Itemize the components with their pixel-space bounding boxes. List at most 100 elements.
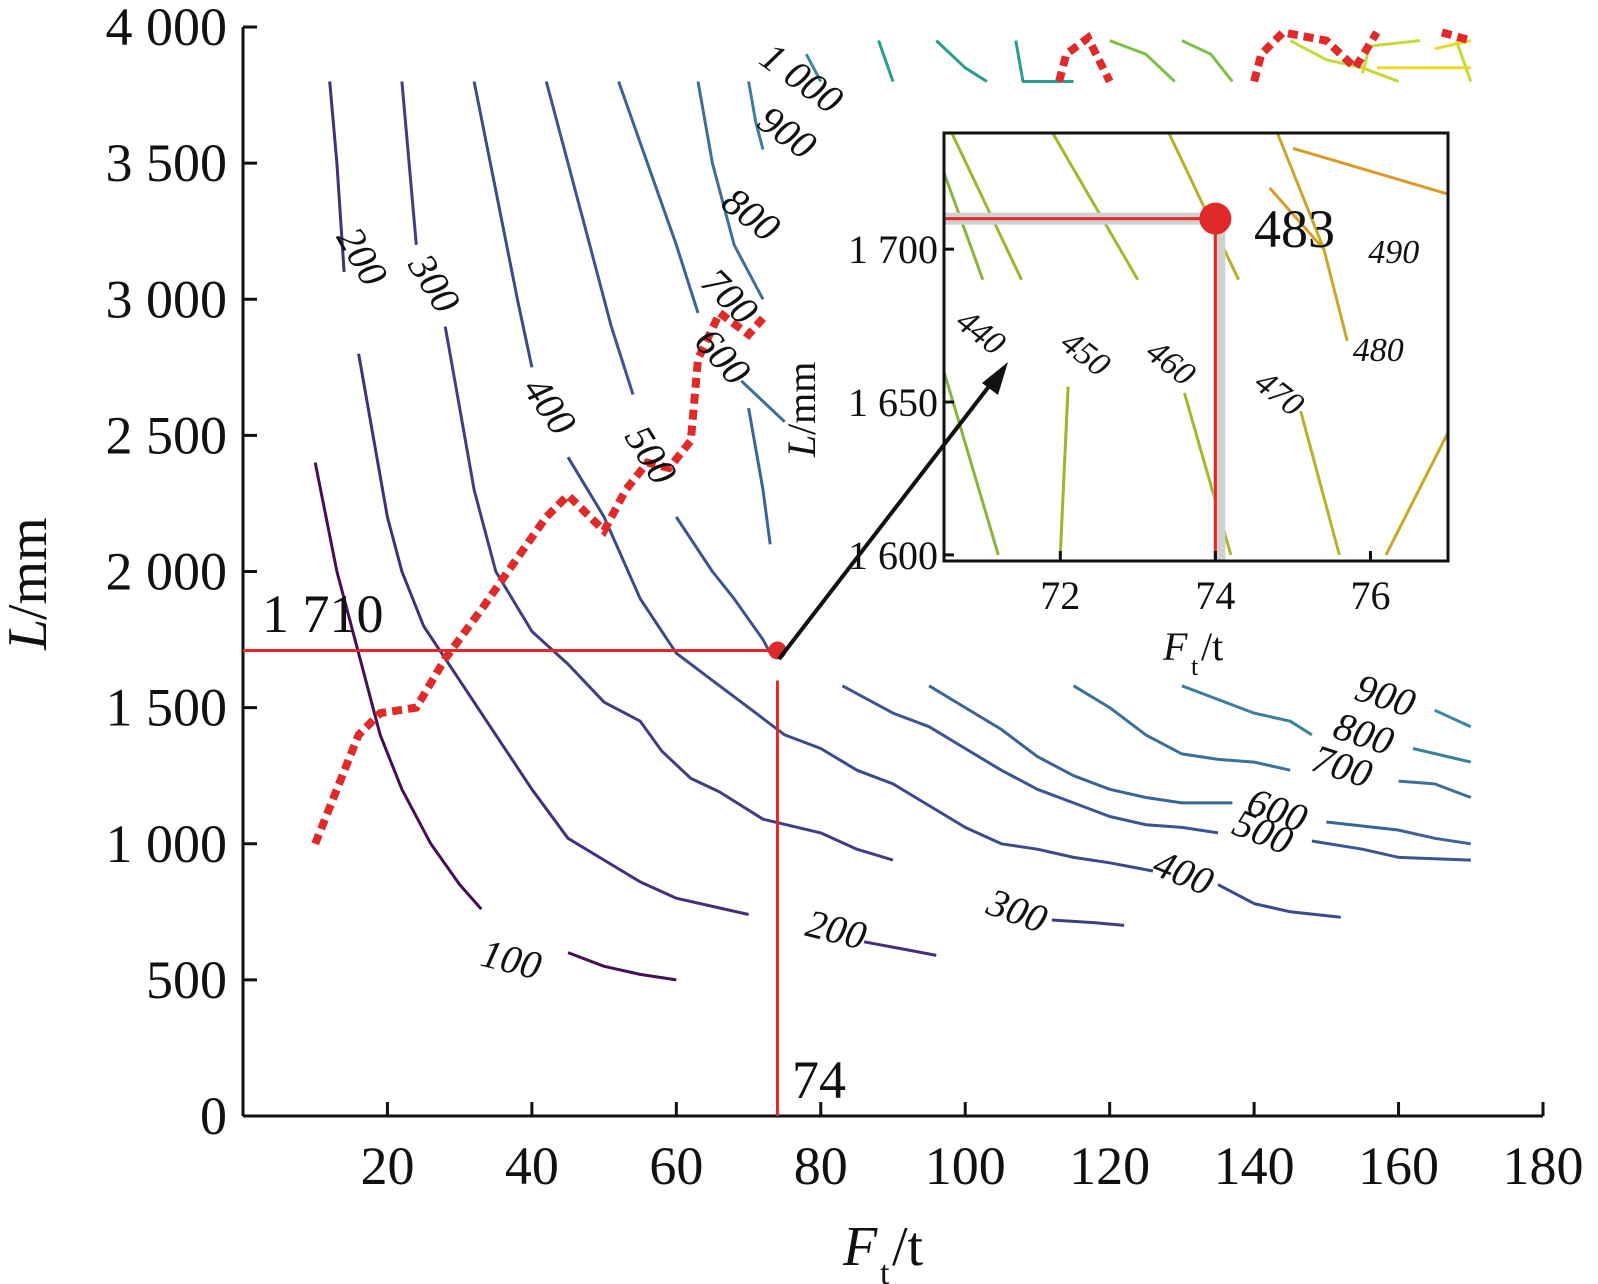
- contour-line-1200-0: [1289, 39, 1400, 83]
- zoom-arrow-head: [982, 362, 1008, 395]
- inset-contour-line-460-0: [1051, 132, 1140, 281]
- contour-label-100-0: 100: [477, 930, 546, 988]
- x-tick-label-120: 120: [1069, 1136, 1150, 1196]
- x-tick-label-80: 80: [794, 1136, 848, 1196]
- contour-label-400-6: 400: [514, 368, 585, 443]
- inset-y-tick-label-1600: 1 600: [848, 533, 938, 578]
- contour-line-300-1: [443, 326, 894, 862]
- contour-line-300-2: [1051, 918, 1125, 927]
- contour-line-400-2: [1217, 883, 1341, 919]
- inset-contour-label-490: 490: [1368, 234, 1419, 271]
- inset-optimum-point: [1199, 202, 1232, 235]
- inset-background: [944, 133, 1448, 561]
- inset-y-title-unit: /mm: [779, 362, 824, 435]
- inset-x-tick-label-72: 72: [1040, 573, 1080, 618]
- inset-axes: 72 74 76 1 600 1 650 1 700: [848, 227, 1390, 618]
- inset-contour-line-490-0: [1292, 146, 1449, 196]
- y-tick-label-2000: 2 000: [106, 542, 228, 602]
- y-tick-label-500: 500: [146, 950, 227, 1010]
- contour-label-400-5: 400: [1147, 840, 1219, 904]
- y-tick-label-3500: 3 500: [106, 133, 228, 193]
- contour-line-400-0: [472, 81, 534, 368]
- zoom-arrow: [777, 362, 1008, 661]
- contour-label-500-8: 500: [616, 417, 686, 492]
- y-tick-label-3000: 3 000: [106, 269, 228, 329]
- contour-line-100-0: [313, 462, 483, 911]
- x-tick-label-160: 160: [1358, 1136, 1439, 1196]
- main-axes: 20 40 60 80 100 120 140 160 180 0 500 1 000 1 500 2 0…: [106, 0, 1584, 1196]
- contour-line-1100-0: [1109, 39, 1176, 83]
- main-contour-lines: [313, 39, 1473, 982]
- contour-label-300-3: 300: [980, 879, 1053, 942]
- y-axis-title: L /mm: [0, 517, 59, 651]
- y-tick-label-1000: 1 000: [106, 814, 228, 874]
- inset-y-tick-label-1700: 1 700: [848, 227, 938, 272]
- contour-line-600-0: [617, 81, 700, 314]
- inset-x-tick-label-76: 76: [1350, 573, 1390, 618]
- inset-contour-line-480-1: [1384, 431, 1450, 556]
- contour-line-800-1: [1181, 684, 1313, 737]
- inset-contour-line-450-1: [1058, 386, 1070, 555]
- y-tick-label-2500: 2 500: [106, 405, 228, 465]
- inset-contour-line-470-0: [1167, 132, 1240, 281]
- optimal-path-segment-3: [1440, 28, 1472, 45]
- x-axis-title-unit: /t: [892, 1216, 924, 1278]
- contour-line-600-1: [747, 407, 772, 545]
- inset-y-title-var: L: [779, 435, 824, 458]
- optimal-path: [311, 28, 1472, 846]
- y-tick-label-0: 0: [200, 1086, 227, 1146]
- inset-y-axis-title: L /mm: [779, 362, 824, 458]
- contour-line-500-1: [675, 516, 772, 654]
- contour-line-1000-2: [1014, 40, 1074, 83]
- contour-line-500-0: [544, 81, 635, 395]
- optimal-path-segment-2: [1250, 28, 1381, 83]
- contour-label-800-14: 800: [714, 178, 789, 250]
- x-tick-label-20: 20: [360, 1136, 414, 1196]
- inset-contour-line-470-1: [1299, 410, 1341, 556]
- inset-x-tick-label-74: 74: [1195, 573, 1235, 618]
- contour-line-900-1: [1434, 708, 1472, 729]
- x-axis-title-sub: t: [880, 1255, 890, 1284]
- contour-label-200-2: 200: [328, 219, 397, 293]
- inset-contour-lines: [942, 132, 1450, 556]
- contour-line-200-1: [357, 353, 749, 916]
- x-tick-label-40: 40: [505, 1136, 559, 1196]
- contour-line-500-2: [841, 684, 1219, 835]
- inset-y-tick-label-1650: 1 650: [848, 380, 938, 425]
- x-tick-label-140: 140: [1214, 1136, 1295, 1196]
- contour-line-400-1: [566, 456, 1154, 873]
- inset-optimum-label: 483: [1254, 199, 1335, 259]
- contour-line-500-3: [1311, 839, 1471, 862]
- optimal-path-segment-1: [1055, 31, 1114, 84]
- x-tick-label-180: 180: [1503, 1136, 1584, 1196]
- contour-line-600-2: [928, 684, 1233, 805]
- contour-line-1200-2: [1454, 40, 1473, 83]
- contour-line-700-1: [740, 379, 786, 423]
- x-tick-label-100: 100: [925, 1136, 1006, 1196]
- contour-line-200-0: [328, 81, 346, 273]
- inset-frame: [942, 131, 1450, 563]
- contour-line-600-3: [1326, 820, 1472, 846]
- inset-x-axis-title: F t /t: [1162, 624, 1223, 681]
- contour-line-700-0: [696, 81, 765, 301]
- y-tick-label-1500: 1 500: [106, 678, 228, 738]
- inset-guide-lines: [944, 202, 1232, 561]
- y-tick-label-4000: 4 000: [106, 0, 228, 57]
- inset-contour-label-480: 480: [1353, 332, 1404, 369]
- inset-x-title-unit: /t: [1201, 624, 1223, 669]
- x-axis-title: F t /t: [842, 1216, 924, 1284]
- contour-line-900-0: [804, 53, 823, 83]
- zoom-arrow-shaft: [777, 383, 992, 661]
- contour-label-300-4: 300: [399, 245, 470, 321]
- inset-contour-line-450-0: [950, 132, 1023, 281]
- y-callout-label: 1 710: [262, 584, 384, 644]
- contour-line-1000-0: [877, 40, 895, 82]
- optimal-path-segment-0: [311, 306, 766, 846]
- y-axis-title-var: L: [0, 619, 59, 651]
- contour-line-1100-1: [1181, 39, 1234, 83]
- inset-contour-line-440-1: [942, 172, 985, 281]
- contour-line-800-2: [1412, 747, 1472, 764]
- contour-line-700-2: [1072, 684, 1291, 772]
